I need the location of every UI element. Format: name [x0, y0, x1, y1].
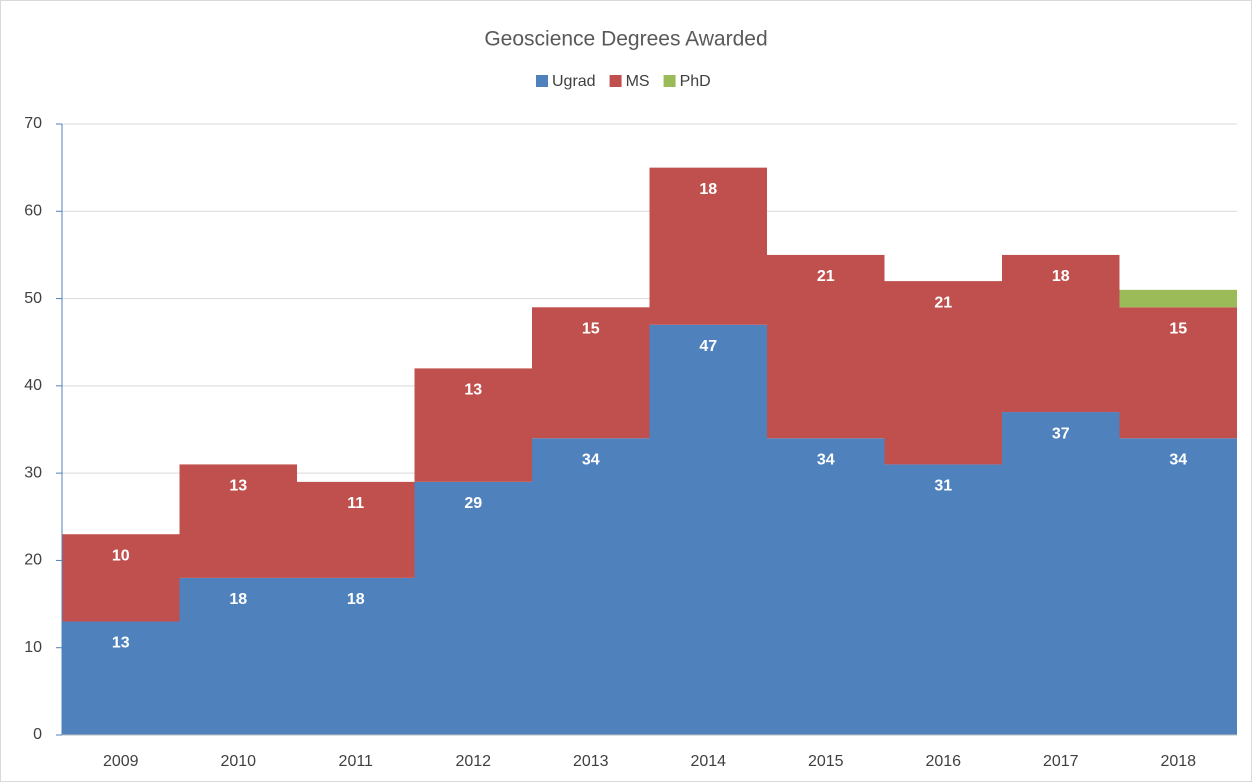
data-label: 34	[817, 451, 835, 468]
data-label: 37	[1052, 425, 1070, 442]
bar-segment	[884, 464, 1002, 735]
bar-segment	[532, 438, 650, 735]
chart-title: Geoscience Degrees Awarded	[484, 28, 767, 51]
y-tick-label: 0	[33, 726, 42, 743]
bar-segment	[767, 254, 885, 439]
x-tick-label: 2010	[220, 753, 256, 770]
x-tick-label: 2016	[925, 753, 961, 770]
data-label: 15	[582, 321, 600, 338]
data-label: 31	[934, 478, 952, 495]
bar-segment	[884, 281, 1002, 465]
data-label: 10	[112, 547, 130, 564]
x-tick-label: 2013	[573, 753, 609, 770]
bar-segment	[532, 307, 650, 439]
data-label: 15	[1169, 321, 1187, 338]
bar-segment	[649, 324, 767, 735]
bar-segment	[297, 577, 415, 735]
x-tick-label: 2011	[339, 753, 374, 770]
data-label: 13	[464, 382, 482, 399]
data-label: 18	[347, 591, 365, 608]
y-tick-label: 40	[24, 377, 42, 394]
legend-label: PhD	[680, 73, 711, 90]
data-label: 18	[1052, 268, 1070, 285]
y-tick-label: 30	[24, 464, 42, 481]
x-tick-label: 2014	[690, 753, 726, 770]
bar-segment	[1119, 438, 1237, 735]
data-label: 47	[699, 338, 717, 355]
bar-segment	[1002, 254, 1120, 413]
bar-segment	[179, 464, 297, 578]
data-label: 29	[464, 495, 482, 512]
data-label: 34	[1169, 451, 1187, 468]
bar-segment	[1002, 412, 1120, 735]
bar-segment	[62, 621, 180, 735]
bar-segment	[414, 481, 532, 735]
bar-segment	[62, 534, 180, 622]
data-label: 18	[229, 591, 247, 608]
bar-segment	[1119, 289, 1237, 308]
y-tick-label: 70	[24, 115, 42, 132]
legend-label: MS	[626, 73, 650, 90]
data-label: 34	[582, 451, 600, 468]
y-tick-label: 10	[24, 639, 42, 656]
x-tick-label: 2015	[808, 753, 844, 770]
data-label: 13	[229, 478, 247, 495]
bar-segment	[179, 577, 297, 735]
legend-label: Ugrad	[552, 73, 596, 90]
data-label: 18	[699, 181, 717, 198]
bar-segment	[767, 438, 885, 735]
bar-segment	[414, 368, 532, 482]
data-label: 11	[347, 495, 364, 512]
x-tick-label: 2018	[1160, 753, 1196, 770]
legend-swatch	[536, 75, 548, 87]
legend-swatch	[609, 75, 622, 87]
bar-segment	[649, 167, 767, 325]
bar-segment	[1119, 307, 1237, 439]
bar-segment	[297, 481, 415, 578]
x-tick-label: 2012	[455, 753, 491, 770]
data-label: 21	[934, 294, 952, 311]
y-tick-label: 20	[24, 552, 42, 569]
legend-swatch	[663, 75, 676, 87]
x-tick-label: 2017	[1043, 753, 1079, 770]
data-label: 21	[817, 268, 835, 285]
data-label: 13	[112, 635, 130, 652]
y-tick-label: 60	[24, 203, 42, 220]
x-tick-label: 2009	[103, 753, 139, 770]
y-tick-label: 50	[24, 290, 42, 307]
